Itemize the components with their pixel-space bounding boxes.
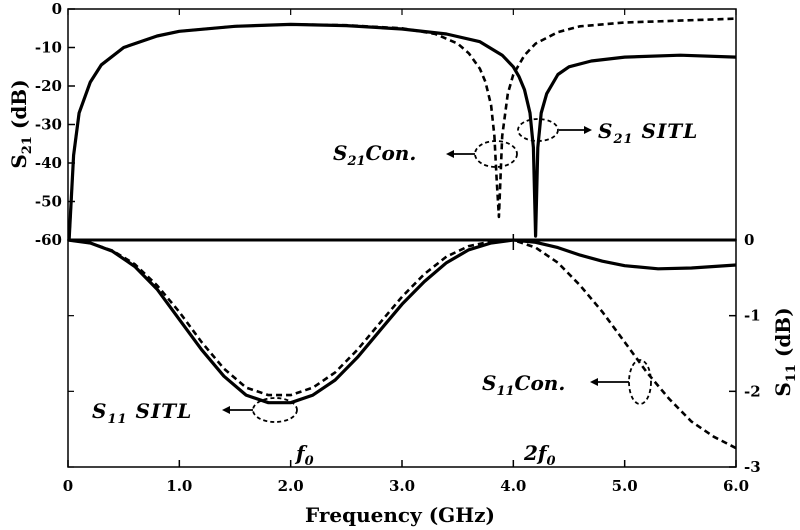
bottom-y-tick-label: -1: [744, 307, 761, 325]
x-tick-label: 5.0: [612, 477, 638, 495]
f0-label: f0: [294, 441, 314, 469]
x-axis-label: Frequency (GHz): [305, 503, 495, 527]
s11-sitl-marker: [252, 397, 298, 423]
s21-con-arrowhead: [446, 150, 454, 158]
x-tick-label: 4.0: [500, 477, 526, 495]
s21-sitl-annotation: S21 SITL: [598, 119, 698, 147]
top-y-tick-label: 0: [52, 0, 62, 18]
s21-con-marker: [474, 140, 518, 168]
x-tick-label: 2.0: [278, 477, 304, 495]
s11-sitl-annotation: S11 SITL: [92, 399, 192, 427]
two-f0-sub: 0: [547, 454, 556, 469]
top-y-label-main: S: [7, 154, 31, 168]
s11-sitl-main: S: [92, 399, 107, 423]
s21-sitl-sub: 21: [612, 132, 633, 147]
bottom-y-tick-label: 0: [744, 231, 754, 249]
bottom-y-axis-label: S11 (dB): [771, 307, 799, 396]
f0-main: f: [294, 441, 308, 465]
bottom-y-tick-label: -2: [744, 382, 761, 400]
top-y-tick-label: -30: [35, 116, 62, 134]
s21-sitl-rest: SITL: [634, 119, 699, 143]
bottom-y-label-main: S: [771, 382, 795, 396]
top-y-tick-label: -20: [35, 77, 62, 95]
top-y-label-unit: (dB): [7, 79, 31, 136]
s11-sitl-arrowhead: [222, 406, 230, 414]
top-y-label-sub: 21: [20, 136, 35, 154]
top-y-tick-label: -10: [35, 39, 62, 57]
s21-con-sub: 21: [346, 154, 365, 169]
top-y-axis-label: S21 (dB): [7, 79, 35, 168]
s21-sitl-main: S: [598, 119, 613, 143]
s11-con-annotation: S11Con.: [482, 371, 565, 399]
s11-con-arrowhead: [590, 378, 598, 386]
x-tick-label: 1.0: [166, 477, 192, 495]
x-tick-label: 6.0: [723, 477, 749, 495]
s21-con-annotation: S21Con.: [333, 141, 416, 169]
s11-con-sub: 11: [496, 384, 514, 399]
data-curves: [67, 17, 737, 450]
f0-sub: 0: [305, 454, 314, 469]
s11-con-curve: [67, 238, 737, 450]
s11-sitl-rest: SITL: [128, 399, 193, 423]
top-y-tick-label: -50: [35, 193, 62, 211]
s21-sitl-arrowhead: [584, 126, 592, 134]
s11-sitl-curve: [67, 238, 737, 405]
bottom-panel-frame: [67, 239, 737, 468]
s21-con-rest: Con.: [366, 141, 417, 165]
s11-con-main: S: [482, 371, 496, 395]
s11-sitl-sub: 11: [107, 412, 127, 427]
s11-con-marker: [628, 359, 652, 405]
axis-ticks: 0 1.0 2.0 3.0 4.0 5.0 6.00-10-20-30-40-50-60 0-…: [35, 0, 761, 495]
s21-sitl-marker: [517, 118, 559, 142]
s21-con-main: S: [333, 141, 347, 165]
bottom-y-label-unit: (dB): [771, 307, 795, 364]
x-tick-label: 3.0: [389, 477, 415, 495]
two-f0-label: 2f0: [523, 441, 556, 469]
s11-con-rest: Con.: [515, 371, 566, 395]
top-y-tick-label: -60: [35, 231, 62, 249]
two-f0-main: 2f: [523, 441, 550, 465]
bottom-y-tick-label: -3: [744, 458, 761, 476]
bottom-y-label-sub: 11: [784, 364, 799, 382]
x-tick-label: 0: [63, 477, 73, 495]
s21-con-curve: [67, 17, 737, 241]
top-y-tick-label: -40: [35, 154, 62, 172]
